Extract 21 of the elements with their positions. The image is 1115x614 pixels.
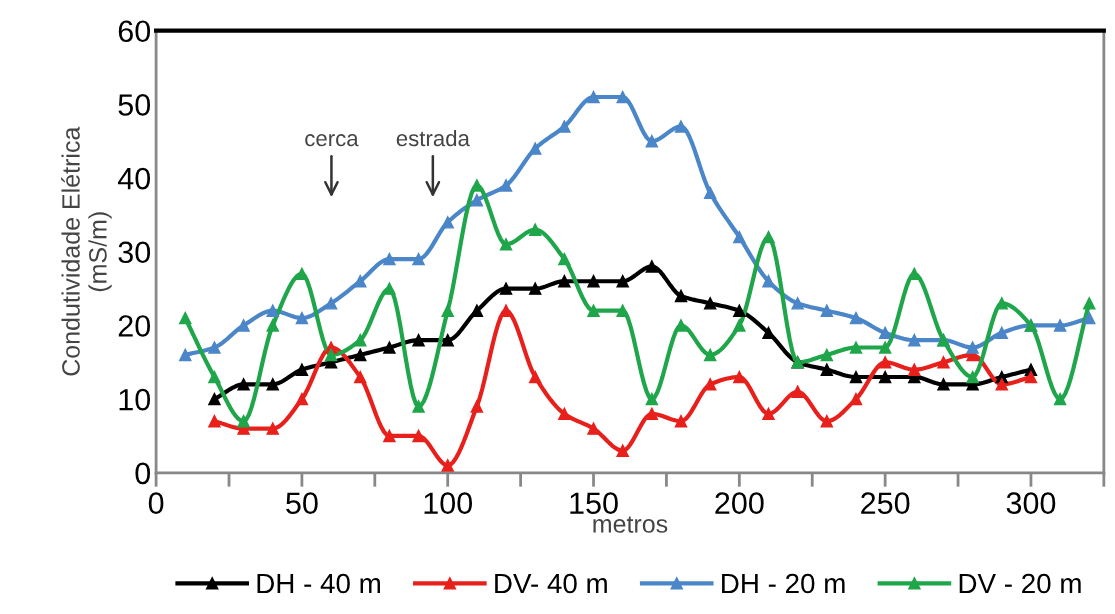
x-tick-label: 100 xyxy=(424,492,473,514)
x-tick-label: 200 xyxy=(715,492,764,514)
x-tick-label: 300 xyxy=(1006,492,1056,514)
y-tick-label: 50 xyxy=(118,94,151,116)
y-tick-label: 10 xyxy=(119,388,151,411)
y-tick-label: 60 xyxy=(118,20,151,43)
legend-label: DV- 40 m xyxy=(495,573,607,594)
legend-label: DH - 40 m xyxy=(257,573,380,594)
x-tick-label: 150 xyxy=(570,492,618,514)
legend-label: DH - 20 m xyxy=(722,573,845,594)
y-tick-label: 40 xyxy=(117,167,151,190)
annotation: estrada xyxy=(396,129,470,147)
legend-label: DV - 20 m xyxy=(959,573,1081,594)
x-axis-title: metros xyxy=(593,516,668,533)
x-tick-label: 50 xyxy=(286,492,318,514)
y-tick-label: 30 xyxy=(118,241,151,264)
y-axis-title: Condutividade Elétrica (mS/m) xyxy=(61,126,112,376)
x-tick-label: 250 xyxy=(861,492,910,514)
y-tick-label: 20 xyxy=(118,315,151,337)
y-tick-label: 0 xyxy=(135,462,151,485)
annotation: cerca xyxy=(305,134,359,147)
